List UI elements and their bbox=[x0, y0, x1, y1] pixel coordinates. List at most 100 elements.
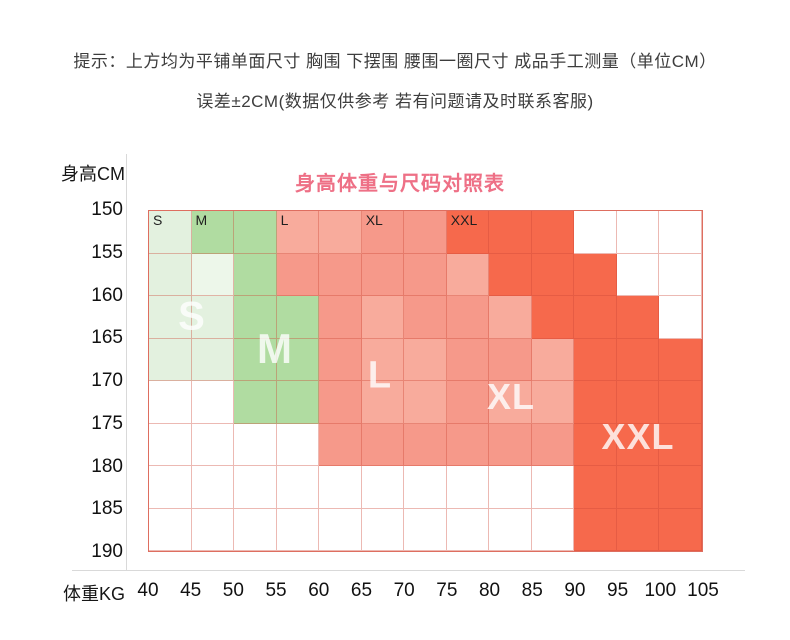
x-tick-label: 70 bbox=[393, 580, 415, 601]
grid-cell bbox=[234, 466, 277, 509]
grid-cell bbox=[319, 381, 362, 424]
y-tick-label: 155 bbox=[91, 241, 123, 263]
grid-cell bbox=[149, 381, 192, 424]
grid-cell bbox=[319, 466, 362, 509]
grid-cell bbox=[489, 423, 532, 466]
grid-cell bbox=[404, 466, 447, 509]
grid-cell bbox=[276, 338, 320, 381]
grid-cell bbox=[531, 508, 575, 551]
grid-cell bbox=[361, 253, 405, 296]
grid-cell bbox=[574, 211, 617, 254]
grid-cell bbox=[446, 508, 490, 551]
grid-cell bbox=[616, 296, 660, 339]
grid-cell: XXL bbox=[446, 211, 490, 254]
x-tick-label: 50 bbox=[222, 580, 244, 601]
grid-cell bbox=[149, 423, 192, 466]
grid-cell bbox=[446, 338, 490, 381]
grid-cell bbox=[276, 381, 320, 424]
grid-cell bbox=[361, 381, 405, 424]
grid-cell bbox=[574, 381, 617, 424]
x-tick-label: 40 bbox=[137, 580, 159, 601]
x-tick-label: 90 bbox=[564, 580, 586, 601]
grid-cell bbox=[489, 211, 532, 254]
grid-cell bbox=[659, 338, 702, 381]
grid-cell bbox=[659, 253, 702, 296]
grid-cell bbox=[191, 296, 235, 339]
grid-cell bbox=[234, 296, 277, 339]
grid-cell: M bbox=[191, 211, 235, 254]
grid-cell bbox=[446, 381, 490, 424]
grid-cell bbox=[234, 211, 277, 254]
grid-cell bbox=[319, 508, 362, 551]
grid-cell bbox=[361, 338, 405, 381]
grid-cell bbox=[319, 296, 362, 339]
y-tick-label: 150 bbox=[91, 199, 123, 220]
grid-cell bbox=[319, 338, 362, 381]
chart-title: 身高体重与尺码对照表 bbox=[295, 173, 505, 195]
grid-cell bbox=[531, 253, 575, 296]
x-tick-label: 100 bbox=[644, 580, 677, 601]
grid-cell bbox=[531, 211, 575, 254]
grid-cell: S bbox=[149, 211, 192, 254]
grid-cell bbox=[234, 338, 277, 381]
y-tick-label: 175 bbox=[91, 412, 123, 434]
y-axis-line bbox=[126, 154, 127, 570]
grid-cell bbox=[616, 381, 660, 424]
grid-cell bbox=[276, 508, 320, 551]
measurement-hint-line2: 误差±2CM(数据仅供参考 若有问题请及时联系客服) bbox=[196, 92, 594, 111]
grid-cell bbox=[234, 381, 277, 424]
x-tick-label: 55 bbox=[265, 580, 287, 601]
grid-cell bbox=[659, 296, 702, 339]
grid-cell bbox=[489, 508, 532, 551]
grid-cell bbox=[276, 466, 320, 509]
size-corner-label: XL bbox=[365, 212, 383, 228]
grid-cell bbox=[234, 253, 277, 296]
grid-cell bbox=[191, 423, 235, 466]
x-tick-label: 105 bbox=[687, 580, 719, 601]
x-tick-label: 45 bbox=[180, 580, 202, 601]
grid-cell bbox=[234, 423, 277, 466]
x-axis-title: 体重KG bbox=[63, 584, 126, 604]
grid-cell: XL bbox=[361, 211, 405, 254]
grid-cell bbox=[319, 211, 362, 254]
grid-cell bbox=[404, 338, 447, 381]
y-tick-label: 165 bbox=[91, 327, 123, 349]
grid-cell bbox=[659, 423, 702, 466]
grid-cell bbox=[361, 466, 405, 509]
grid-cell bbox=[574, 253, 617, 296]
grid-cell bbox=[531, 338, 575, 381]
size-corner-label: M bbox=[195, 212, 208, 228]
grid-cell bbox=[149, 338, 192, 381]
grid-cell bbox=[404, 508, 447, 551]
grid-cell bbox=[659, 381, 702, 424]
x-tick-label: 65 bbox=[350, 580, 373, 601]
grid-cell bbox=[489, 338, 532, 381]
grid-cell bbox=[276, 253, 320, 296]
size-corner-label: XXL bbox=[450, 212, 478, 228]
grid-cell bbox=[489, 253, 532, 296]
y-tick-label: 160 bbox=[91, 284, 123, 306]
grid-cell bbox=[149, 466, 192, 509]
grid-cell bbox=[404, 296, 447, 339]
measurement-hint-line1: 提示：上方均为平铺单面尺寸 胸围 下摆围 腰围一圈尺寸 成品手工测量（单位CM） bbox=[73, 52, 717, 71]
grid-cell bbox=[574, 338, 617, 381]
grid-cell bbox=[404, 423, 447, 466]
grid-cell bbox=[446, 253, 490, 296]
y-tick-label: 170 bbox=[91, 370, 123, 391]
grid-cell bbox=[616, 338, 660, 381]
grid-cell bbox=[574, 296, 617, 339]
x-tick-label: 80 bbox=[478, 580, 501, 601]
x-tick-label: 60 bbox=[308, 580, 330, 601]
grid-cell bbox=[574, 423, 617, 466]
size-corner-label: S bbox=[153, 212, 163, 228]
y-tick-label: 180 bbox=[91, 455, 123, 477]
grid-cell bbox=[616, 423, 660, 466]
grid-cell bbox=[446, 466, 490, 509]
grid-cell bbox=[531, 423, 575, 466]
grid-cell bbox=[191, 381, 235, 424]
y-tick-label: 185 bbox=[91, 498, 123, 520]
grid-cell bbox=[531, 296, 575, 339]
grid-cell bbox=[361, 423, 405, 466]
grid-cell bbox=[319, 423, 362, 466]
y-tick-label: 190 bbox=[91, 541, 123, 562]
